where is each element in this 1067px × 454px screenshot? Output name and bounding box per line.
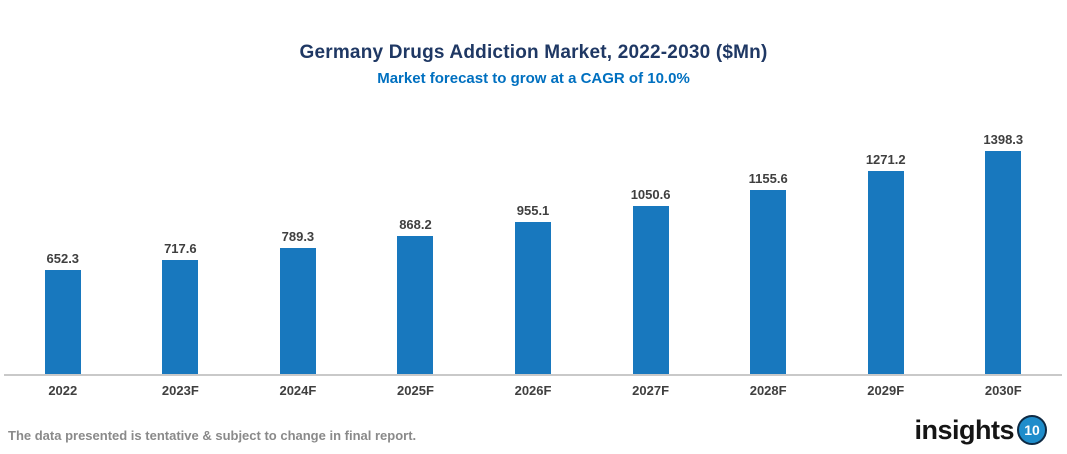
bar <box>44 270 81 374</box>
logo-badge-circle: 10 <box>1017 415 1047 445</box>
bar <box>279 248 316 374</box>
bar <box>162 260 199 374</box>
bar-column-2028F: 1155.6 <box>709 124 827 374</box>
x-axis-tick-label: 2023F <box>161 383 199 398</box>
bar-column-2024F: 789.3 <box>239 124 357 374</box>
bar-column-2029F: 1271.2 <box>827 124 945 374</box>
bar-column-2022: 652.3 <box>4 124 122 374</box>
bar-value-label: 717.6 <box>164 241 197 256</box>
bar <box>985 151 1022 374</box>
chart-title: Germany Drugs Addiction Market, 2022-203… <box>299 42 768 63</box>
x-axis-tick-label: 2026F <box>514 383 552 398</box>
bar <box>632 206 669 374</box>
bar-column-2023F: 717.6 <box>122 124 240 374</box>
bar-column-2026F: 955.1 <box>474 124 592 374</box>
bar <box>397 236 434 374</box>
x-axis-tick-label: 2030F <box>984 383 1022 398</box>
x-axis-tick-label: 2028F <box>749 383 787 398</box>
bar <box>750 190 787 374</box>
x-axis-tick-label: 2027F <box>632 383 670 398</box>
bar-chart: 652.3 717.6 789.3 868.2 955.1 1050.6 1155.6 127… <box>4 124 1062 398</box>
chart-subtitle: Market forecast to grow at a CAGR of 10.… <box>377 70 690 87</box>
disclaimer-note: The data presented is tentative & subjec… <box>8 428 417 443</box>
bar-column-2025F: 868.2 <box>357 124 475 374</box>
x-axis-tick-label: 2029F <box>867 383 905 398</box>
bar-value-label: 652.3 <box>46 251 80 266</box>
x-axis-line <box>4 374 1062 376</box>
x-axis-tick-label: 2025F <box>397 383 434 398</box>
bar-value-label: 1271.2 <box>865 152 906 167</box>
x-axis-tick-label: 2024F <box>279 383 317 398</box>
bar-column-2030F: 1398.3 <box>945 124 1063 374</box>
bar-value-label: 1398.3 <box>983 132 1024 147</box>
bars-row: 652.3 717.6 789.3 868.2 955.1 1050.6 1155.6 127… <box>4 124 1062 374</box>
x-axis-tick-label: 2022 <box>48 383 78 398</box>
bar <box>515 222 552 374</box>
chart-header: Germany Drugs Addiction Market, 2022-203… <box>0 42 1067 87</box>
insights10-logo: insights 10 <box>914 415 1047 445</box>
bar <box>867 171 904 374</box>
x-axis-labels: 2022 2023F 2024F 2025F 2026F 2027F 2028F 2029F 2… <box>4 376 1062 398</box>
bar-value-label: 955.1 <box>516 203 550 218</box>
bar-value-label: 1050.6 <box>630 187 671 202</box>
bar-column-2027F: 1050.6 <box>592 124 710 374</box>
bar-value-label: 868.2 <box>399 217 432 232</box>
bar-value-label: 789.3 <box>281 229 315 244</box>
bar-value-label: 1155.6 <box>748 171 788 186</box>
logo-wordmark: insights <box>914 414 1014 445</box>
